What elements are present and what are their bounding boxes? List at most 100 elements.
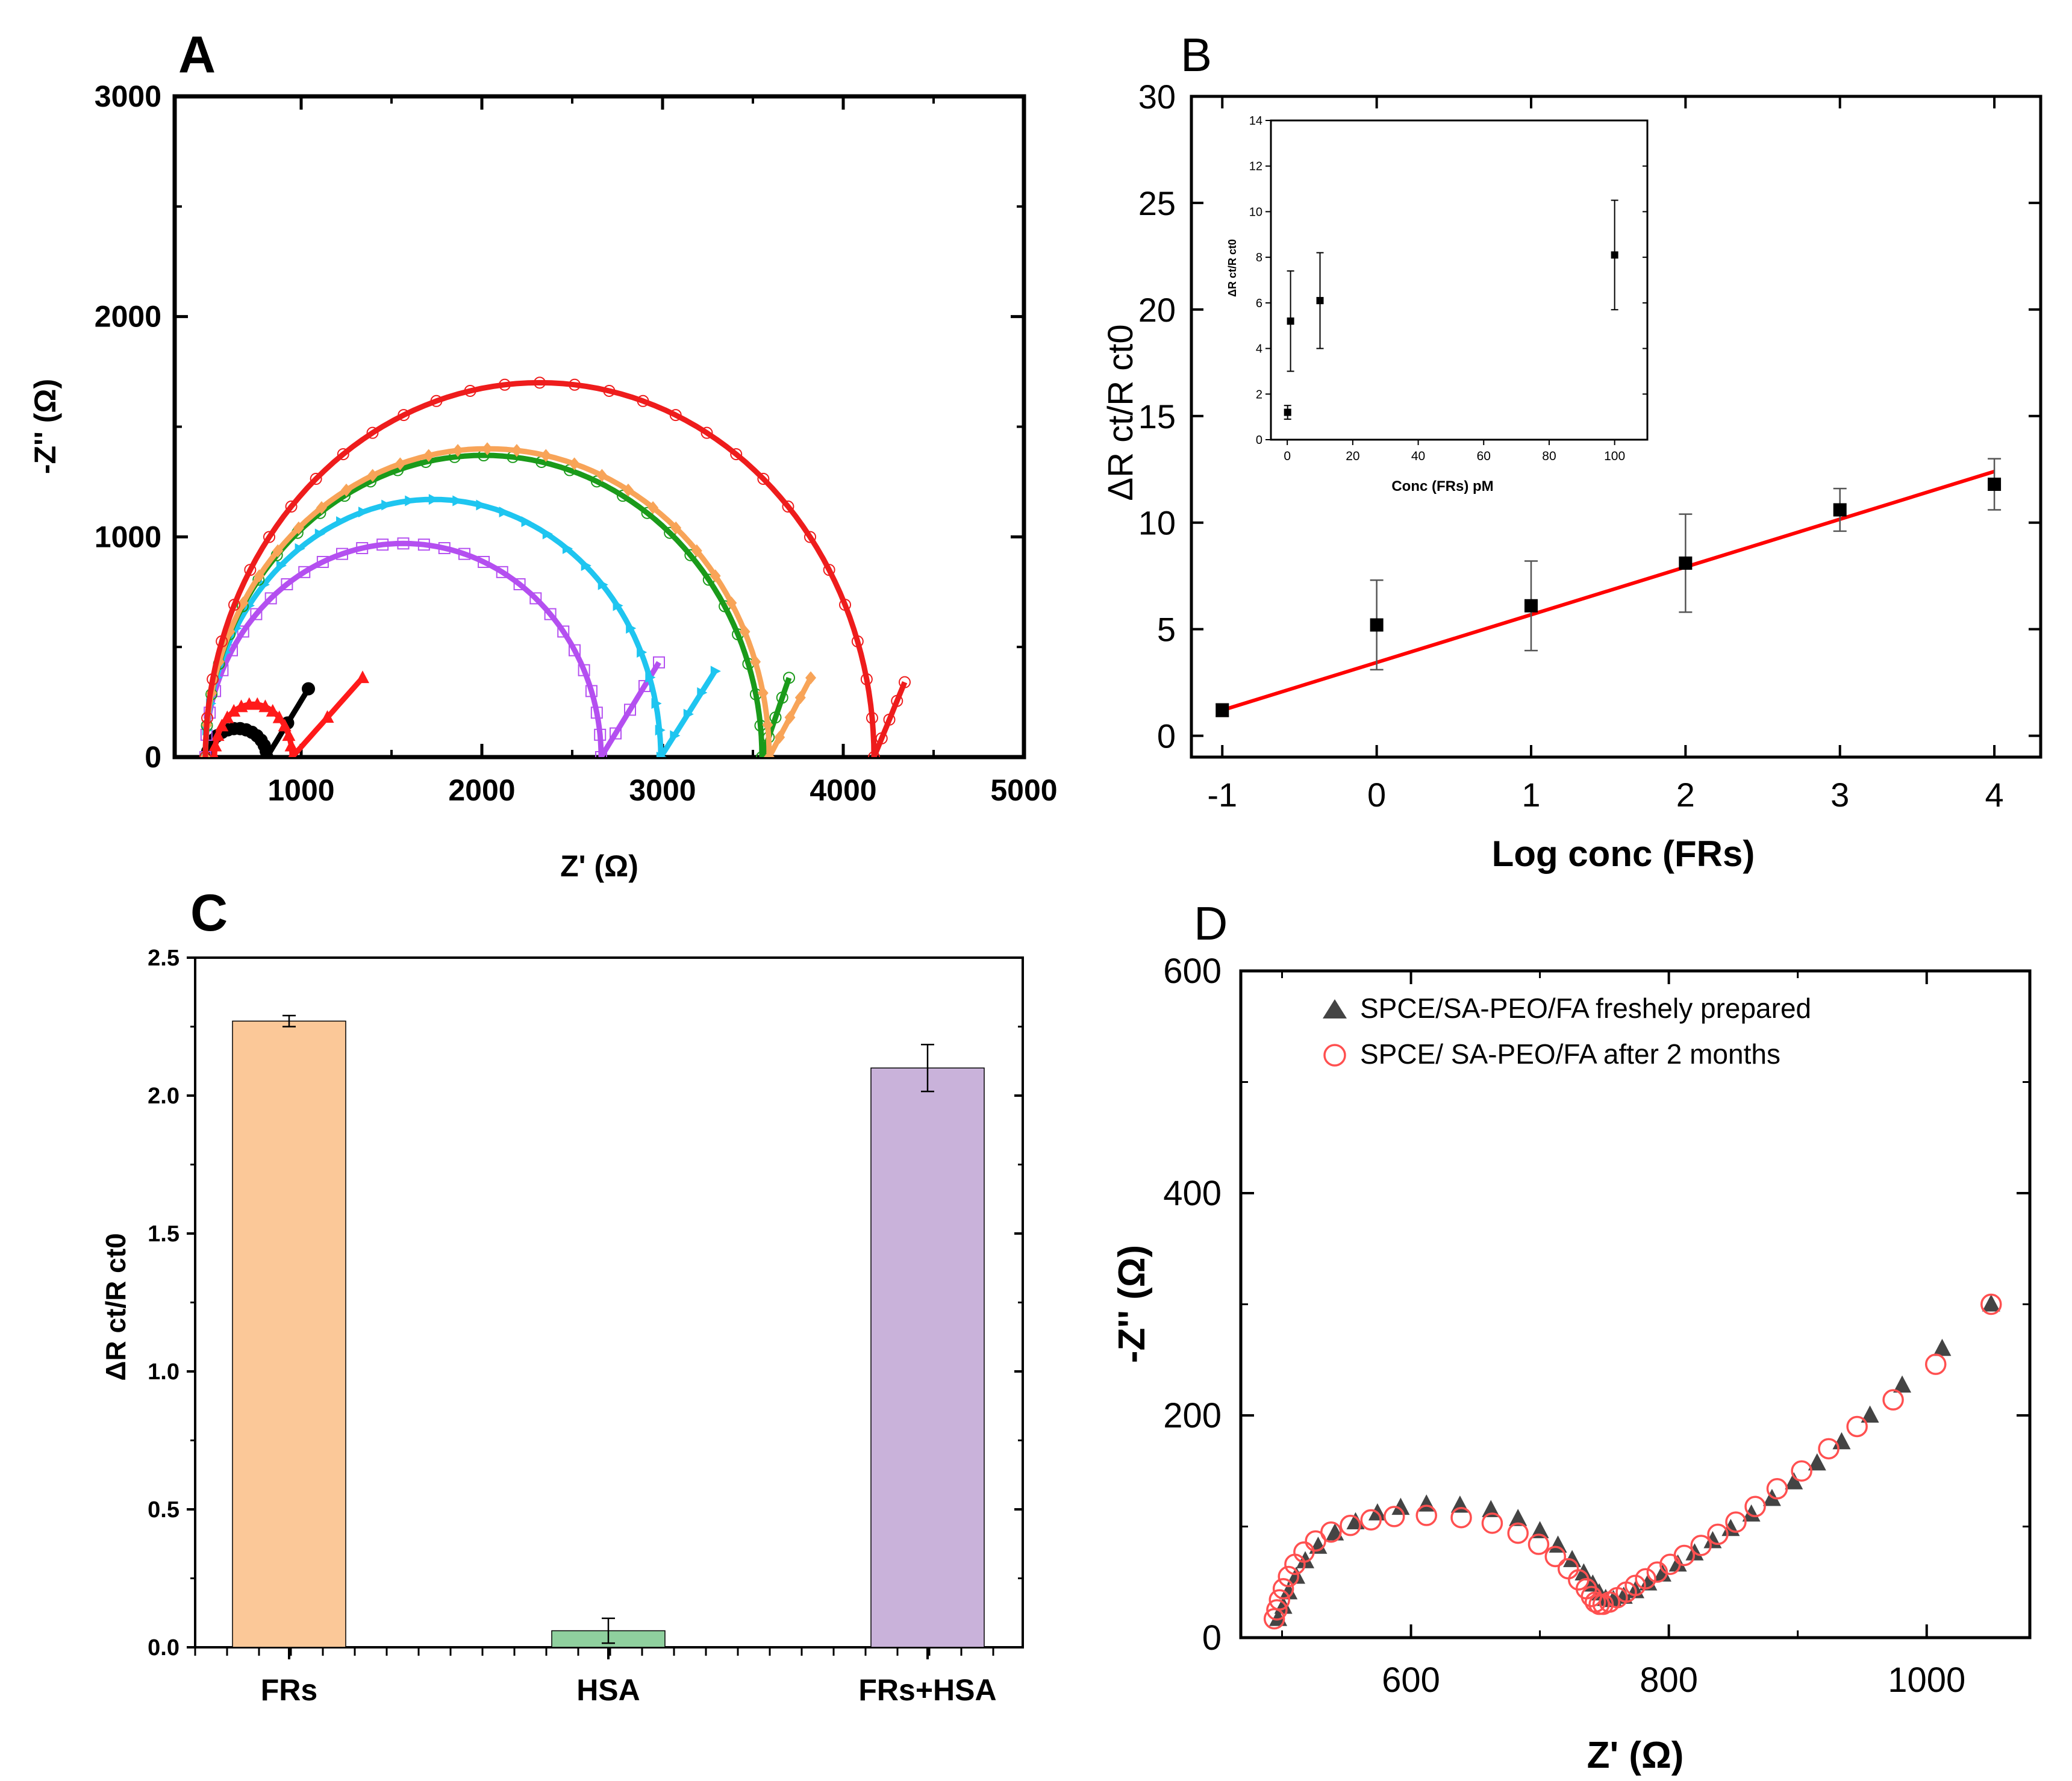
linear-fit-line <box>1222 469 1995 713</box>
data-point <box>288 749 296 757</box>
inset-y-tick-label: 2 <box>1256 388 1262 401</box>
data-point <box>1690 1535 1712 1556</box>
y-tick-label: 600 <box>1163 952 1222 991</box>
data-point <box>1982 1294 2000 1312</box>
data-point <box>1531 1521 1549 1538</box>
data-point <box>1861 1405 1879 1423</box>
y-tick-label: 1.5 <box>148 1221 179 1247</box>
data-point <box>1635 1568 1656 1589</box>
data-point <box>784 711 796 724</box>
legend-label-fresh: SPCE/SA-PEO/FA freshely prepared <box>1360 993 1811 1024</box>
data-point <box>207 673 219 685</box>
data-point <box>272 710 286 723</box>
data-point <box>1933 1338 1952 1356</box>
data-point <box>302 682 315 696</box>
data-point <box>794 691 806 705</box>
data-point <box>1725 1511 1747 1533</box>
data-point <box>381 499 392 511</box>
data-point <box>1808 1453 1826 1471</box>
bar <box>232 1020 346 1648</box>
panel-a: 1000 2000 3000 4000 5000 0 1000 2000 3000 Z' (Ω)… <box>28 80 1058 883</box>
data-point <box>883 713 896 726</box>
panel-a-letter: A <box>178 26 216 84</box>
data-point <box>215 719 229 732</box>
fit-line <box>202 540 661 757</box>
data-point <box>691 544 702 558</box>
data-point <box>866 712 878 725</box>
data-point <box>557 625 570 638</box>
data-point <box>1924 1353 1947 1375</box>
x-tick-label: 2000 <box>448 773 515 807</box>
inset-x-tick-label: 40 <box>1411 449 1425 463</box>
data-point <box>851 635 864 647</box>
data-point <box>1450 1506 1472 1529</box>
data-point <box>272 544 284 558</box>
data-point <box>513 578 526 591</box>
data-point <box>341 483 352 497</box>
data-point <box>260 750 273 757</box>
data-point <box>310 473 322 485</box>
data-point <box>284 738 298 752</box>
y-tick-label: 0 <box>1202 1618 1222 1658</box>
data-point <box>1791 1460 1812 1482</box>
data-point <box>498 378 511 391</box>
data-point <box>438 542 451 555</box>
data-point <box>282 728 296 741</box>
inset-y-tick-label: 12 <box>1249 160 1262 173</box>
data-point <box>613 600 623 611</box>
panel-d: 600 800 1000 0 200 400 600 SPCE/SA-PEO/FA fres… <box>1111 952 2032 1776</box>
data-point <box>366 426 379 439</box>
data-point <box>750 655 761 669</box>
panel-c-ticks: 0.0 0.5 1.0 1.5 2.0 2.5 <box>148 946 1023 1661</box>
data-point <box>295 543 305 554</box>
data-point <box>1744 1496 1766 1518</box>
data-point <box>358 507 369 518</box>
data-point <box>499 507 510 518</box>
data-point <box>726 596 737 610</box>
x-tick-label: 1000 <box>1888 1661 1965 1700</box>
inset-series <box>1284 199 1618 420</box>
data-point <box>648 501 659 514</box>
x-tick-label: 4000 <box>810 773 876 807</box>
legend-label-2months: SPCE/ SA-PEO/FA after 2 months <box>1360 1038 1780 1070</box>
x-tick-label: 0 <box>1367 776 1386 814</box>
inset-data-point <box>1611 251 1618 259</box>
data-point <box>211 728 225 741</box>
data-point <box>298 566 311 578</box>
data-point <box>730 448 743 461</box>
data-point <box>285 501 298 513</box>
panel-d-legend: SPCE/SA-PEO/FA freshely prepared SPCE/ S… <box>1323 993 1811 1070</box>
data-point <box>651 698 662 710</box>
inset-x-tick-label: 60 <box>1477 449 1491 463</box>
data-point <box>511 444 522 457</box>
inset-y-tick-label: 14 <box>1249 114 1262 128</box>
data-point <box>569 378 581 391</box>
data-point <box>1846 1415 1868 1438</box>
nyquist-series-purple <box>199 537 665 757</box>
data-point <box>762 718 773 732</box>
data-point <box>314 528 325 540</box>
data-point <box>594 728 607 741</box>
y-tick-label: 25 <box>1138 184 1176 222</box>
data-point <box>316 501 327 514</box>
inset-y-tick-label: 10 <box>1249 205 1262 219</box>
data-point <box>655 725 666 736</box>
data-point <box>1296 1551 1315 1568</box>
bar <box>870 1067 985 1648</box>
panel-d-frame <box>1239 969 2032 1639</box>
x-tick-label: 4 <box>1985 776 2004 814</box>
y-tick-label: 1000 <box>95 520 161 554</box>
y-tick-label: 2000 <box>95 300 161 334</box>
data-point <box>266 703 279 717</box>
data-point <box>598 579 608 590</box>
x-tick-label: 1000 <box>267 773 334 807</box>
panel-b-x-label: Log conc (FRs) <box>1492 834 1755 874</box>
panel-b-y-label: ΔR ct/R ct0 <box>1101 324 1140 501</box>
data-point <box>1383 1506 1405 1527</box>
data-point <box>569 457 580 470</box>
data-point <box>529 592 542 605</box>
series-after-2-months <box>1263 1293 2002 1630</box>
data-point <box>804 531 816 543</box>
y-tick-label: 5 <box>1157 611 1176 649</box>
data-point <box>568 644 581 657</box>
